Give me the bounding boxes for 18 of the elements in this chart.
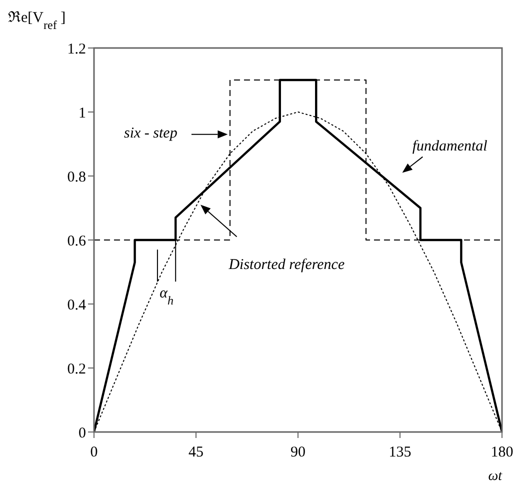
annotation: fundamental [412, 138, 488, 154]
x-tick-label: 135 [388, 444, 412, 461]
annotation: six - step [124, 126, 178, 142]
annotation: α$_{h}$ [160, 286, 174, 308]
y-tick-label: 0.4 [67, 297, 86, 314]
y-tick-label: 1 [78, 105, 86, 122]
x-tick-label: 90 [290, 444, 306, 461]
y-tick-label: 0 [78, 425, 86, 442]
x-tick-label: 45 [188, 444, 204, 461]
y-tick-label: 0.2 [67, 361, 86, 378]
x-tick-label: 0 [90, 444, 98, 461]
y-tick-label: 1.2 [67, 41, 86, 58]
y-tick-label: 0.8 [67, 169, 86, 186]
x-tick-label: 180 [490, 444, 514, 461]
y-tick-label: 0.6 [67, 233, 86, 250]
y-axis-title: ℜe[V$_{ref}$ ] [8, 10, 66, 32]
annotation: Distorted reference [228, 256, 345, 273]
x-axis-title: ωt [488, 469, 504, 484]
